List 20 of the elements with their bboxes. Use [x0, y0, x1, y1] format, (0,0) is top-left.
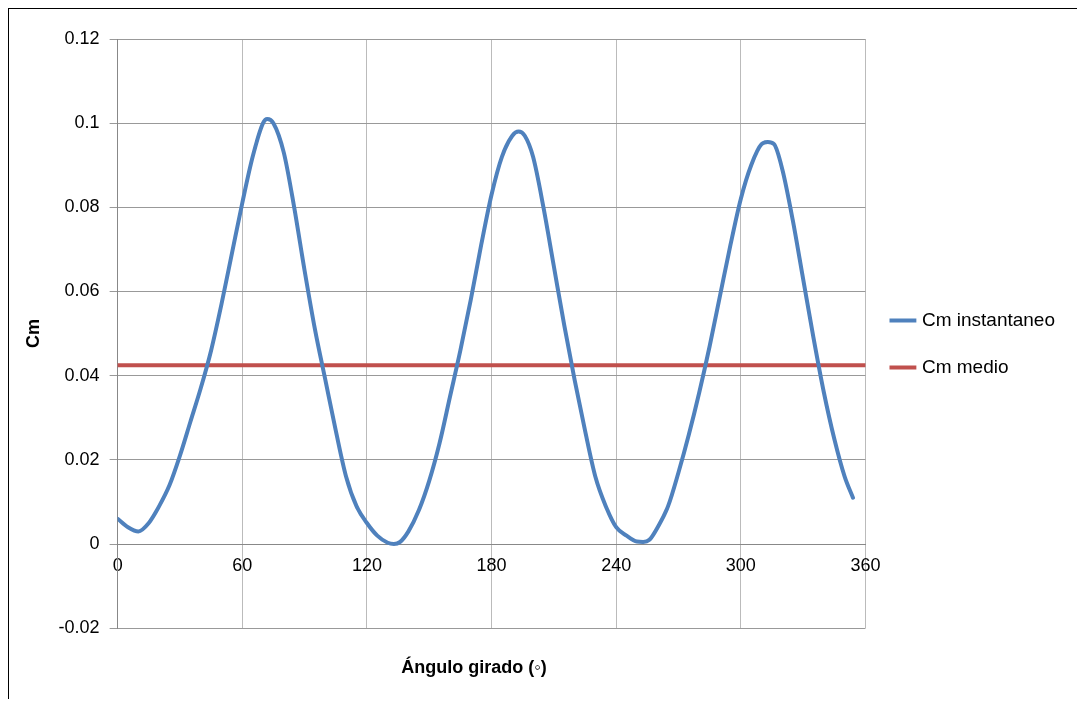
y-axis-title: Cm [22, 319, 43, 349]
y-tick-label: 0.02 [64, 448, 100, 469]
x-tick-label: 120 [351, 554, 382, 575]
y-tick-label: 0.1 [74, 112, 100, 133]
x-tick-label: 180 [476, 554, 507, 575]
y-tick-label: 0.04 [64, 364, 100, 385]
legend-label: Cm medio [921, 355, 1009, 377]
y-tick-label: 0.12 [64, 27, 100, 48]
x-axis-title: Ángulo girado (◦) [400, 657, 548, 678]
line-series [117, 116, 855, 547]
x-tick-label: 0 [112, 554, 123, 575]
x-tick-label: 360 [850, 554, 881, 575]
legend-label: Cm instantaneo [921, 308, 1055, 330]
y-tick-label: -0.02 [58, 617, 100, 638]
y-tick-label: 0.06 [64, 280, 100, 301]
y-tick-label: 0.08 [64, 196, 100, 217]
y-tick-label: 0 [89, 533, 100, 553]
x-tick-label: 60 [232, 554, 253, 575]
x-tick-label: 300 [725, 554, 756, 575]
x-tick-label: 240 [601, 554, 632, 575]
